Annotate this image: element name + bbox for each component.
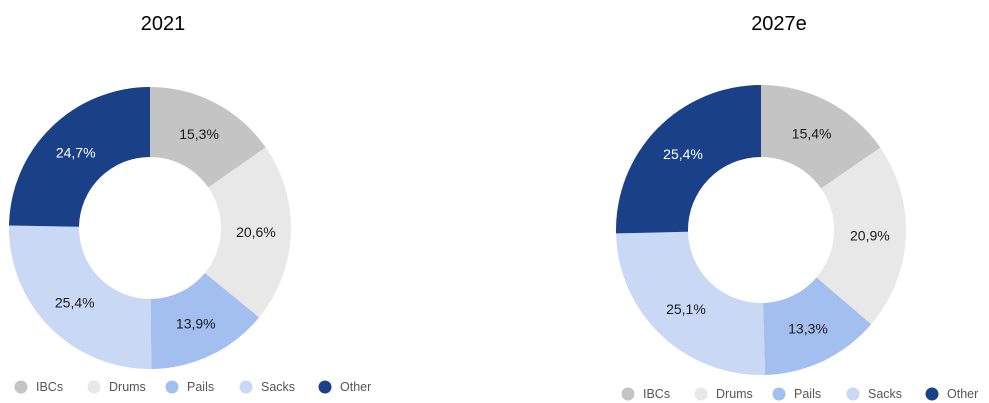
slice-label-other: 24,7%: [56, 144, 96, 160]
legend-swatch-ibcs: [621, 387, 635, 401]
legend-2021: IBCs Drums Pails Sacks Other: [14, 380, 371, 394]
slice-ibcs: [761, 85, 881, 189]
legend-swatch-other: [318, 380, 332, 394]
legend-swatch-other: [925, 387, 939, 401]
legend-label-other: Other: [947, 387, 978, 401]
slice-drums: [816, 147, 907, 325]
legend-swatch-ibcs: [14, 380, 28, 394]
legend-label-ibcs: IBCs: [36, 380, 63, 394]
legend-swatch-sacks: [239, 380, 253, 394]
donut-chart-2027e: 2027e 15,4% 20,9% 13,3% 25,1% 25,4% IBCs Drum…: [616, 13, 978, 401]
slice-pails: [150, 273, 260, 369]
slice-other: [9, 87, 151, 227]
legend-label-sacks: Sacks: [868, 387, 902, 401]
slice-label-drums: 20,6%: [236, 224, 276, 240]
donut-chart-2021: 2021 15,3% 20,6% 13,9% 25,4% 24,7% IBCs Drums…: [8, 13, 371, 394]
slice-drums: [204, 147, 291, 318]
legend-label-drums: Drums: [109, 380, 146, 394]
slice-labels-2027e: 15,4% 20,9% 13,3% 25,1% 25,4%: [663, 125, 890, 336]
chart-title: 2027e: [751, 13, 807, 35]
legend-swatch-drums: [87, 380, 101, 394]
slice-label-ibcs: 15,4%: [792, 125, 832, 141]
slices-2021: [8, 87, 291, 369]
legend-swatch-pails: [165, 380, 179, 394]
legend-label-pails: Pails: [187, 380, 214, 394]
slices-2027e: [616, 85, 907, 375]
slice-sacks: [616, 231, 766, 375]
legend-label-other: Other: [340, 380, 371, 394]
slice-label-ibcs: 15,3%: [179, 126, 219, 142]
slice-label-other: 25,4%: [663, 146, 703, 162]
legend-2027e: IBCs Drums Pails Sacks Other: [621, 387, 978, 401]
slice-label-pails: 13,3%: [788, 320, 828, 336]
slice-ibcs: [150, 87, 266, 188]
slice-sacks: [8, 225, 152, 369]
slice-labels-2021: 15,3% 20,6% 13,9% 25,4% 24,7%: [55, 126, 276, 332]
slice-label-drums: 20,9%: [850, 228, 890, 244]
slice-pails: [763, 277, 872, 375]
legend-label-sacks: Sacks: [261, 380, 295, 394]
slice-label-pails: 13,9%: [176, 316, 216, 332]
slice-label-sacks: 25,1%: [666, 301, 706, 317]
chart-title: 2021: [141, 13, 186, 35]
legend-label-drums: Drums: [716, 387, 753, 401]
slice-label-sacks: 25,4%: [55, 295, 95, 311]
legend-swatch-sacks: [846, 387, 860, 401]
legend-swatch-pails: [772, 387, 786, 401]
legend-label-ibcs: IBCs: [643, 387, 670, 401]
slice-other: [616, 85, 761, 234]
legend-swatch-drums: [694, 387, 708, 401]
legend-label-pails: Pails: [794, 387, 821, 401]
